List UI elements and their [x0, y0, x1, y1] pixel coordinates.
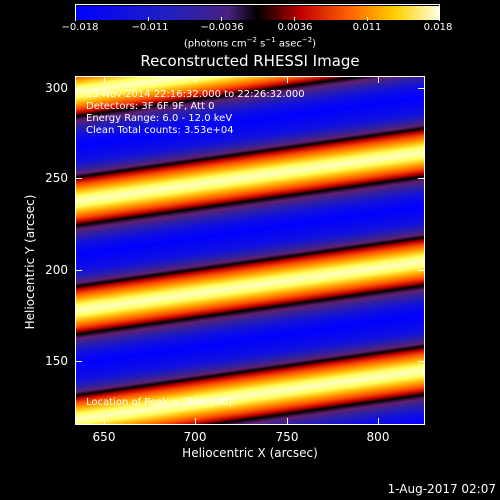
y-axis-label: Heliocentric Y (arcsec) [23, 194, 37, 330]
y-tick-label: 250 [45, 171, 68, 185]
y-tick-label: 150 [45, 354, 68, 368]
rhessi-image-plot: 13-Nov-2014 22:16:32.000 to 22:26:32.000… [75, 76, 425, 425]
annotation-energy: Energy Range: 6.0 - 12.0 keV [86, 113, 233, 124]
x-axis-label: Heliocentric X (arcsec) [182, 446, 318, 460]
colorbar-units: (photons cm−2 s−1 asec−2) [183, 36, 317, 50]
x-tick-label: 800 [366, 430, 390, 444]
x-tick-label: 700 [183, 430, 207, 444]
colorbar-gradient [76, 6, 439, 20]
x-tick-label: 650 [92, 430, 116, 444]
colorbar-tick: 0.011 [352, 22, 382, 33]
colorbar-tick: −0.0036 [200, 22, 244, 33]
colorbar-tick: −0.011 [131, 22, 169, 33]
y-tick-label: 200 [45, 263, 68, 277]
x-tick-label: 750 [275, 430, 299, 444]
y-tick-label: 300 [45, 81, 68, 95]
colorbar-tick: 0.018 [423, 22, 453, 33]
colorbar-tick: −0.018 [61, 22, 99, 33]
rhessi-image [76, 77, 424, 424]
image-title: Reconstructed RHESSI Image [140, 52, 360, 70]
colorbar [75, 4, 440, 20]
annotation-time: 13-Nov-2014 22:16:32.000 to 22:26:32.000 [86, 89, 305, 100]
annotation-detectors: Detectors: 3F 6F 9F, Att 0 [86, 101, 215, 112]
date-stamp: 1-Aug-2017 02:07 [387, 482, 496, 496]
annotation-peak: Location of Peak = [800,140] [86, 397, 232, 408]
colorbar-tick: 0.0036 [277, 22, 313, 33]
annotation-clean: Clean Total counts: 3.53e+04 [86, 125, 234, 136]
